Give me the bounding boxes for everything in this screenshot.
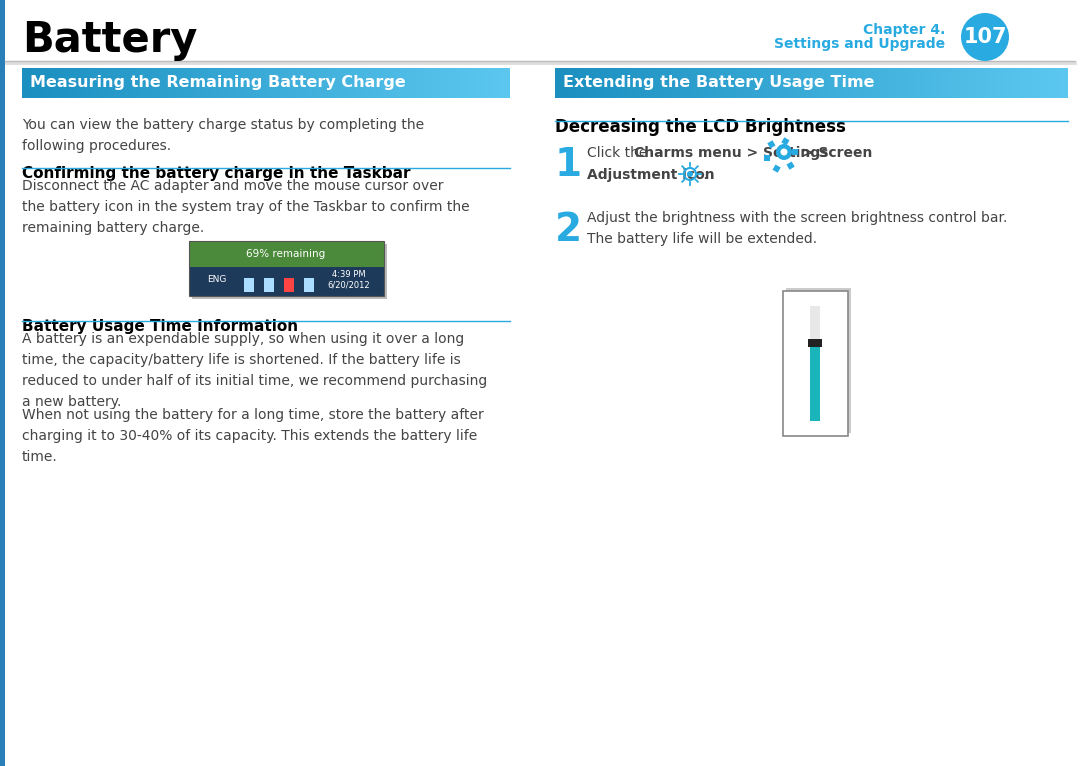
Text: You can view the battery charge status by completing the
following procedures.: You can view the battery charge status b… — [22, 118, 424, 153]
Bar — [264, 278, 273, 292]
Bar — [191, 244, 387, 299]
Text: Adjust the brightness with the screen brightness control bar.
The battery life w: Adjust the brightness with the screen br… — [588, 211, 1008, 246]
Text: Battery: Battery — [22, 19, 198, 61]
Bar — [189, 241, 383, 296]
Bar — [786, 162, 795, 170]
Circle shape — [687, 171, 693, 177]
Text: 1: 1 — [555, 146, 582, 184]
Text: A battery is an expendable supply, so when using it over a long
time, the capaci: A battery is an expendable supply, so wh… — [22, 332, 487, 410]
Text: Disconnect the AC adapter and move the mouse cursor over
the battery icon in the: Disconnect the AC adapter and move the m… — [22, 179, 470, 235]
Bar — [781, 137, 789, 146]
Bar — [808, 339, 822, 347]
Bar — [0, 0, 5, 766]
Bar — [764, 155, 770, 161]
Text: Confirming the battery charge in the Taskbar: Confirming the battery charge in the Tas… — [22, 166, 410, 181]
Circle shape — [961, 13, 1009, 61]
Bar — [189, 241, 383, 296]
Text: .: . — [699, 168, 707, 182]
Text: Click the: Click the — [588, 146, 651, 160]
Bar — [772, 165, 781, 172]
Text: 4:39 PM
6/20/2012: 4:39 PM 6/20/2012 — [327, 270, 369, 290]
Bar — [785, 288, 851, 433]
Text: Charms menu > Settings: Charms menu > Settings — [634, 146, 828, 160]
Circle shape — [781, 149, 787, 155]
Bar — [243, 278, 254, 292]
Bar — [189, 241, 383, 267]
Text: Measuring the Remaining Battery Charge: Measuring the Remaining Battery Charge — [30, 76, 406, 90]
Circle shape — [777, 144, 792, 160]
Text: > Screen: > Screen — [797, 146, 873, 160]
Text: When not using the battery for a long time, store the battery after
charging it : When not using the battery for a long ti… — [22, 408, 484, 464]
Bar — [810, 306, 820, 342]
Text: 69% remaining: 69% remaining — [246, 249, 326, 259]
Bar — [810, 342, 820, 421]
Text: 107: 107 — [963, 27, 1007, 47]
Text: ENG: ENG — [206, 275, 226, 284]
Text: Settings and Upgrade: Settings and Upgrade — [774, 37, 945, 51]
Text: Decreasing the LCD Brightness: Decreasing the LCD Brightness — [555, 118, 846, 136]
Text: Extending the Battery Usage Time: Extending the Battery Usage Time — [563, 76, 875, 90]
Bar — [303, 278, 313, 292]
Text: 2: 2 — [555, 211, 582, 249]
Text: Chapter 4.: Chapter 4. — [863, 23, 945, 37]
Text: Battery Usage Time Information: Battery Usage Time Information — [22, 319, 298, 334]
Text: Adjustment icon: Adjustment icon — [588, 168, 715, 182]
Bar — [783, 291, 848, 436]
Bar — [792, 149, 798, 155]
Bar — [767, 140, 775, 149]
Bar — [283, 278, 294, 292]
